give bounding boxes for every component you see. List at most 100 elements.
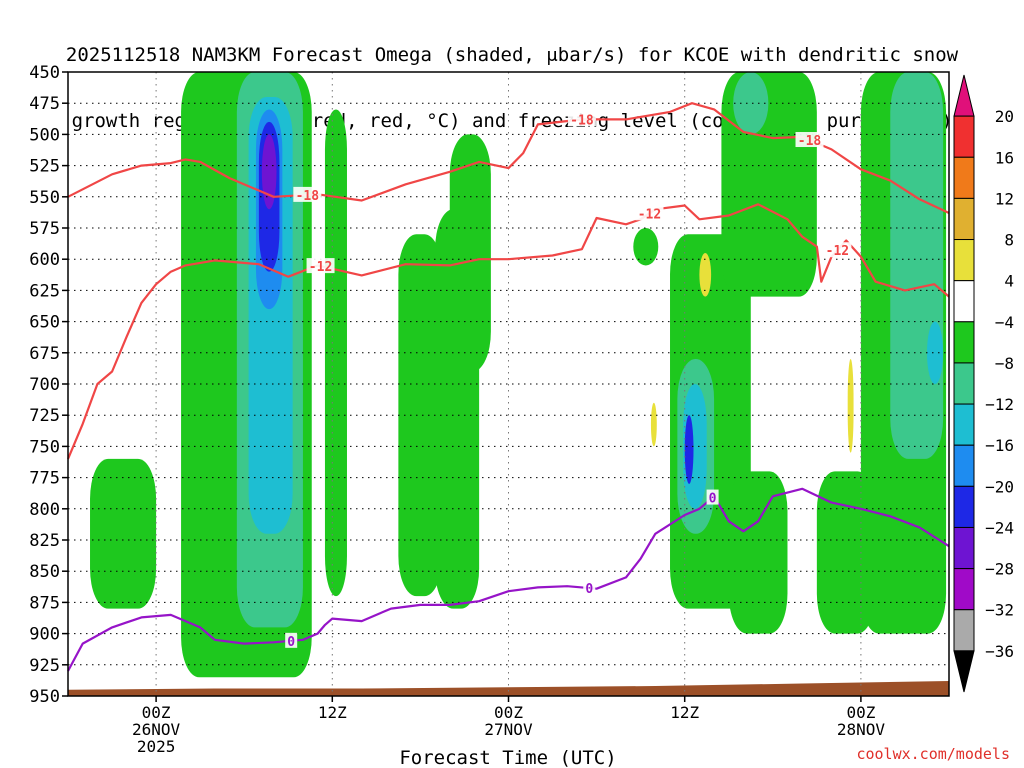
y-tick-label-850: 850 xyxy=(29,562,60,582)
omega-cell-20 xyxy=(816,471,876,634)
y-tick-label-800: 800 xyxy=(29,500,60,520)
grid-lines xyxy=(68,71,949,697)
contour-label-bg-dgz_minus18-1 xyxy=(567,111,596,127)
y-tick-label-700: 700 xyxy=(29,375,60,395)
colorbar-bin-2 xyxy=(953,156,975,199)
terrain-fill xyxy=(68,681,949,696)
contour-label-bg-dgz_minus18-2 xyxy=(795,132,824,148)
omega-cell-25 xyxy=(650,402,657,447)
y-tick-label-500: 500 xyxy=(29,125,60,145)
contour-label-bg-dgz_minus12-0 xyxy=(306,258,335,274)
contour-label-bg-freezing_level_0C-1 xyxy=(583,580,596,596)
omega-shading xyxy=(90,72,947,678)
colorbar-bin-11 xyxy=(953,526,975,570)
omega-cell-24 xyxy=(847,359,854,453)
contour-label-dgz_minus12-2: -12 xyxy=(826,244,849,259)
y-axis: 450 475 500 525 550 575 600 625 650 675 700 725 750 7… xyxy=(29,63,68,707)
omega-cell-5 xyxy=(261,134,277,210)
colorbar-bin-9 xyxy=(953,444,975,487)
chart-title-line-1: 2025112518 NAM3KM Forecast Omega (shaded… xyxy=(65,44,959,66)
contour-label-bg-dgz_minus12-1 xyxy=(635,205,664,221)
contour-label-freezing_level_0C-1: 0 xyxy=(585,582,593,597)
colorbar-bin-6 xyxy=(953,321,975,364)
y-tick-label-550: 550 xyxy=(29,188,60,208)
y-tick-label-925: 925 xyxy=(29,656,60,676)
x-tick-label-4-1: 28NOV xyxy=(837,720,886,739)
colorbar-label-5: −4 xyxy=(995,313,1014,332)
contour-label-dgz_minus18-0: -18 xyxy=(296,189,320,204)
omega-cell-10 xyxy=(449,134,491,372)
colorbar-label-8: −16 xyxy=(985,436,1014,455)
contour-label-freezing_level_0C-2: 0 xyxy=(709,492,717,507)
colorbar-bin-8 xyxy=(953,403,975,446)
omega-cell-22 xyxy=(633,228,659,266)
x-tick-label-0-1: 26NOV xyxy=(132,720,181,739)
x-tick-label-1-0: 12Z xyxy=(318,703,347,722)
colorbar-bin-3 xyxy=(953,197,975,241)
contour-label-bg-freezing_level_0C-2 xyxy=(706,489,719,505)
omega-cell-23 xyxy=(699,252,712,297)
colorbar-label-11: −28 xyxy=(985,560,1014,579)
y-tick-label-625: 625 xyxy=(29,281,60,301)
x-tick-label-3-0: 12Z xyxy=(670,703,699,722)
colorbar-label-10: −24 xyxy=(985,518,1014,537)
colorbar-label-2: 12 xyxy=(995,189,1014,208)
omega-cell-8 xyxy=(398,234,443,597)
y-tick-label-750: 750 xyxy=(29,437,60,457)
colorbar-bin-0 xyxy=(953,74,975,117)
x-tick-label-0-2: 2025 xyxy=(137,737,176,756)
y-tick-label-875: 875 xyxy=(29,593,60,613)
colorbar-label-4: 4 xyxy=(1004,272,1014,291)
colorbar-bin-14 xyxy=(953,650,975,693)
omega-cell-16 xyxy=(733,72,769,135)
omega-cell-14 xyxy=(684,415,694,484)
contour-label-freezing_level_0C-0: 0 xyxy=(287,635,295,650)
contour-freezing_level_0C xyxy=(67,487,950,672)
y-tick-label-600: 600 xyxy=(29,250,60,270)
x-tick-label-2-0: 00Z xyxy=(494,703,523,722)
colorbar-label-1: 16 xyxy=(995,148,1014,167)
contour-label-dgz_minus18-2: -18 xyxy=(798,134,822,149)
x-tick-label-0-0: 00Z xyxy=(142,703,171,722)
y-tick-label-775: 775 xyxy=(29,469,60,489)
omega-cell-7 xyxy=(324,109,347,597)
y-tick-label-725: 725 xyxy=(29,406,60,426)
colorbar-bin-4 xyxy=(953,239,975,282)
omega-cell-6 xyxy=(90,458,157,609)
colorbar: 20 16 12 8 4 −4 −8 −12 −16 −20 −24 −28 −32 −36 xyxy=(953,74,1014,693)
contour-label-bg-dgz_minus18-0 xyxy=(293,186,322,202)
colorbar-label-12: −32 xyxy=(985,601,1014,620)
colorbar-bin-13 xyxy=(953,609,975,652)
omega-cell-21 xyxy=(728,471,788,634)
colorbar-bin-12 xyxy=(953,568,975,611)
y-tick-label-650: 650 xyxy=(29,313,60,333)
colorbar-label-9: −20 xyxy=(985,477,1014,496)
contour-label-dgz_minus12-1: -12 xyxy=(638,207,661,222)
terrain-layer xyxy=(68,681,949,696)
colorbar-label-13: −36 xyxy=(985,642,1014,661)
y-tick-label-575: 575 xyxy=(29,219,60,239)
colorbar-label-0: 20 xyxy=(995,107,1014,126)
y-tick-label-450: 450 xyxy=(29,63,60,83)
colorbar-bin-5 xyxy=(953,280,975,323)
colorbar-label-7: −12 xyxy=(985,395,1014,414)
omega-cell-19 xyxy=(926,321,944,384)
contour-label-bg-dgz_minus12-2 xyxy=(823,242,852,258)
colorbar-bin-10 xyxy=(953,485,975,528)
y-tick-label-675: 675 xyxy=(29,344,60,364)
contour-label-bg-freezing_level_0C-0 xyxy=(285,632,298,648)
y-tick-label-950: 950 xyxy=(29,687,60,707)
colorbar-bin-7 xyxy=(953,362,975,405)
contour-dgz_minus12 xyxy=(66,203,950,460)
x-tick-label-4-0: 00Z xyxy=(846,703,875,722)
contour-label-dgz_minus18-1: -18 xyxy=(570,113,594,128)
colorbar-bin-1 xyxy=(953,115,975,158)
x-tick-label-2-1: 27NOV xyxy=(484,720,533,739)
x-axis-label: Forecast Time (UTC) xyxy=(399,747,616,768)
colorbar-label-6: −8 xyxy=(995,354,1014,373)
contour-layer: -18 -18 -18 -12 -12 -12 0 0 0 xyxy=(66,102,950,672)
y-tick-label-825: 825 xyxy=(29,531,60,551)
y-tick-label-900: 900 xyxy=(29,625,60,645)
